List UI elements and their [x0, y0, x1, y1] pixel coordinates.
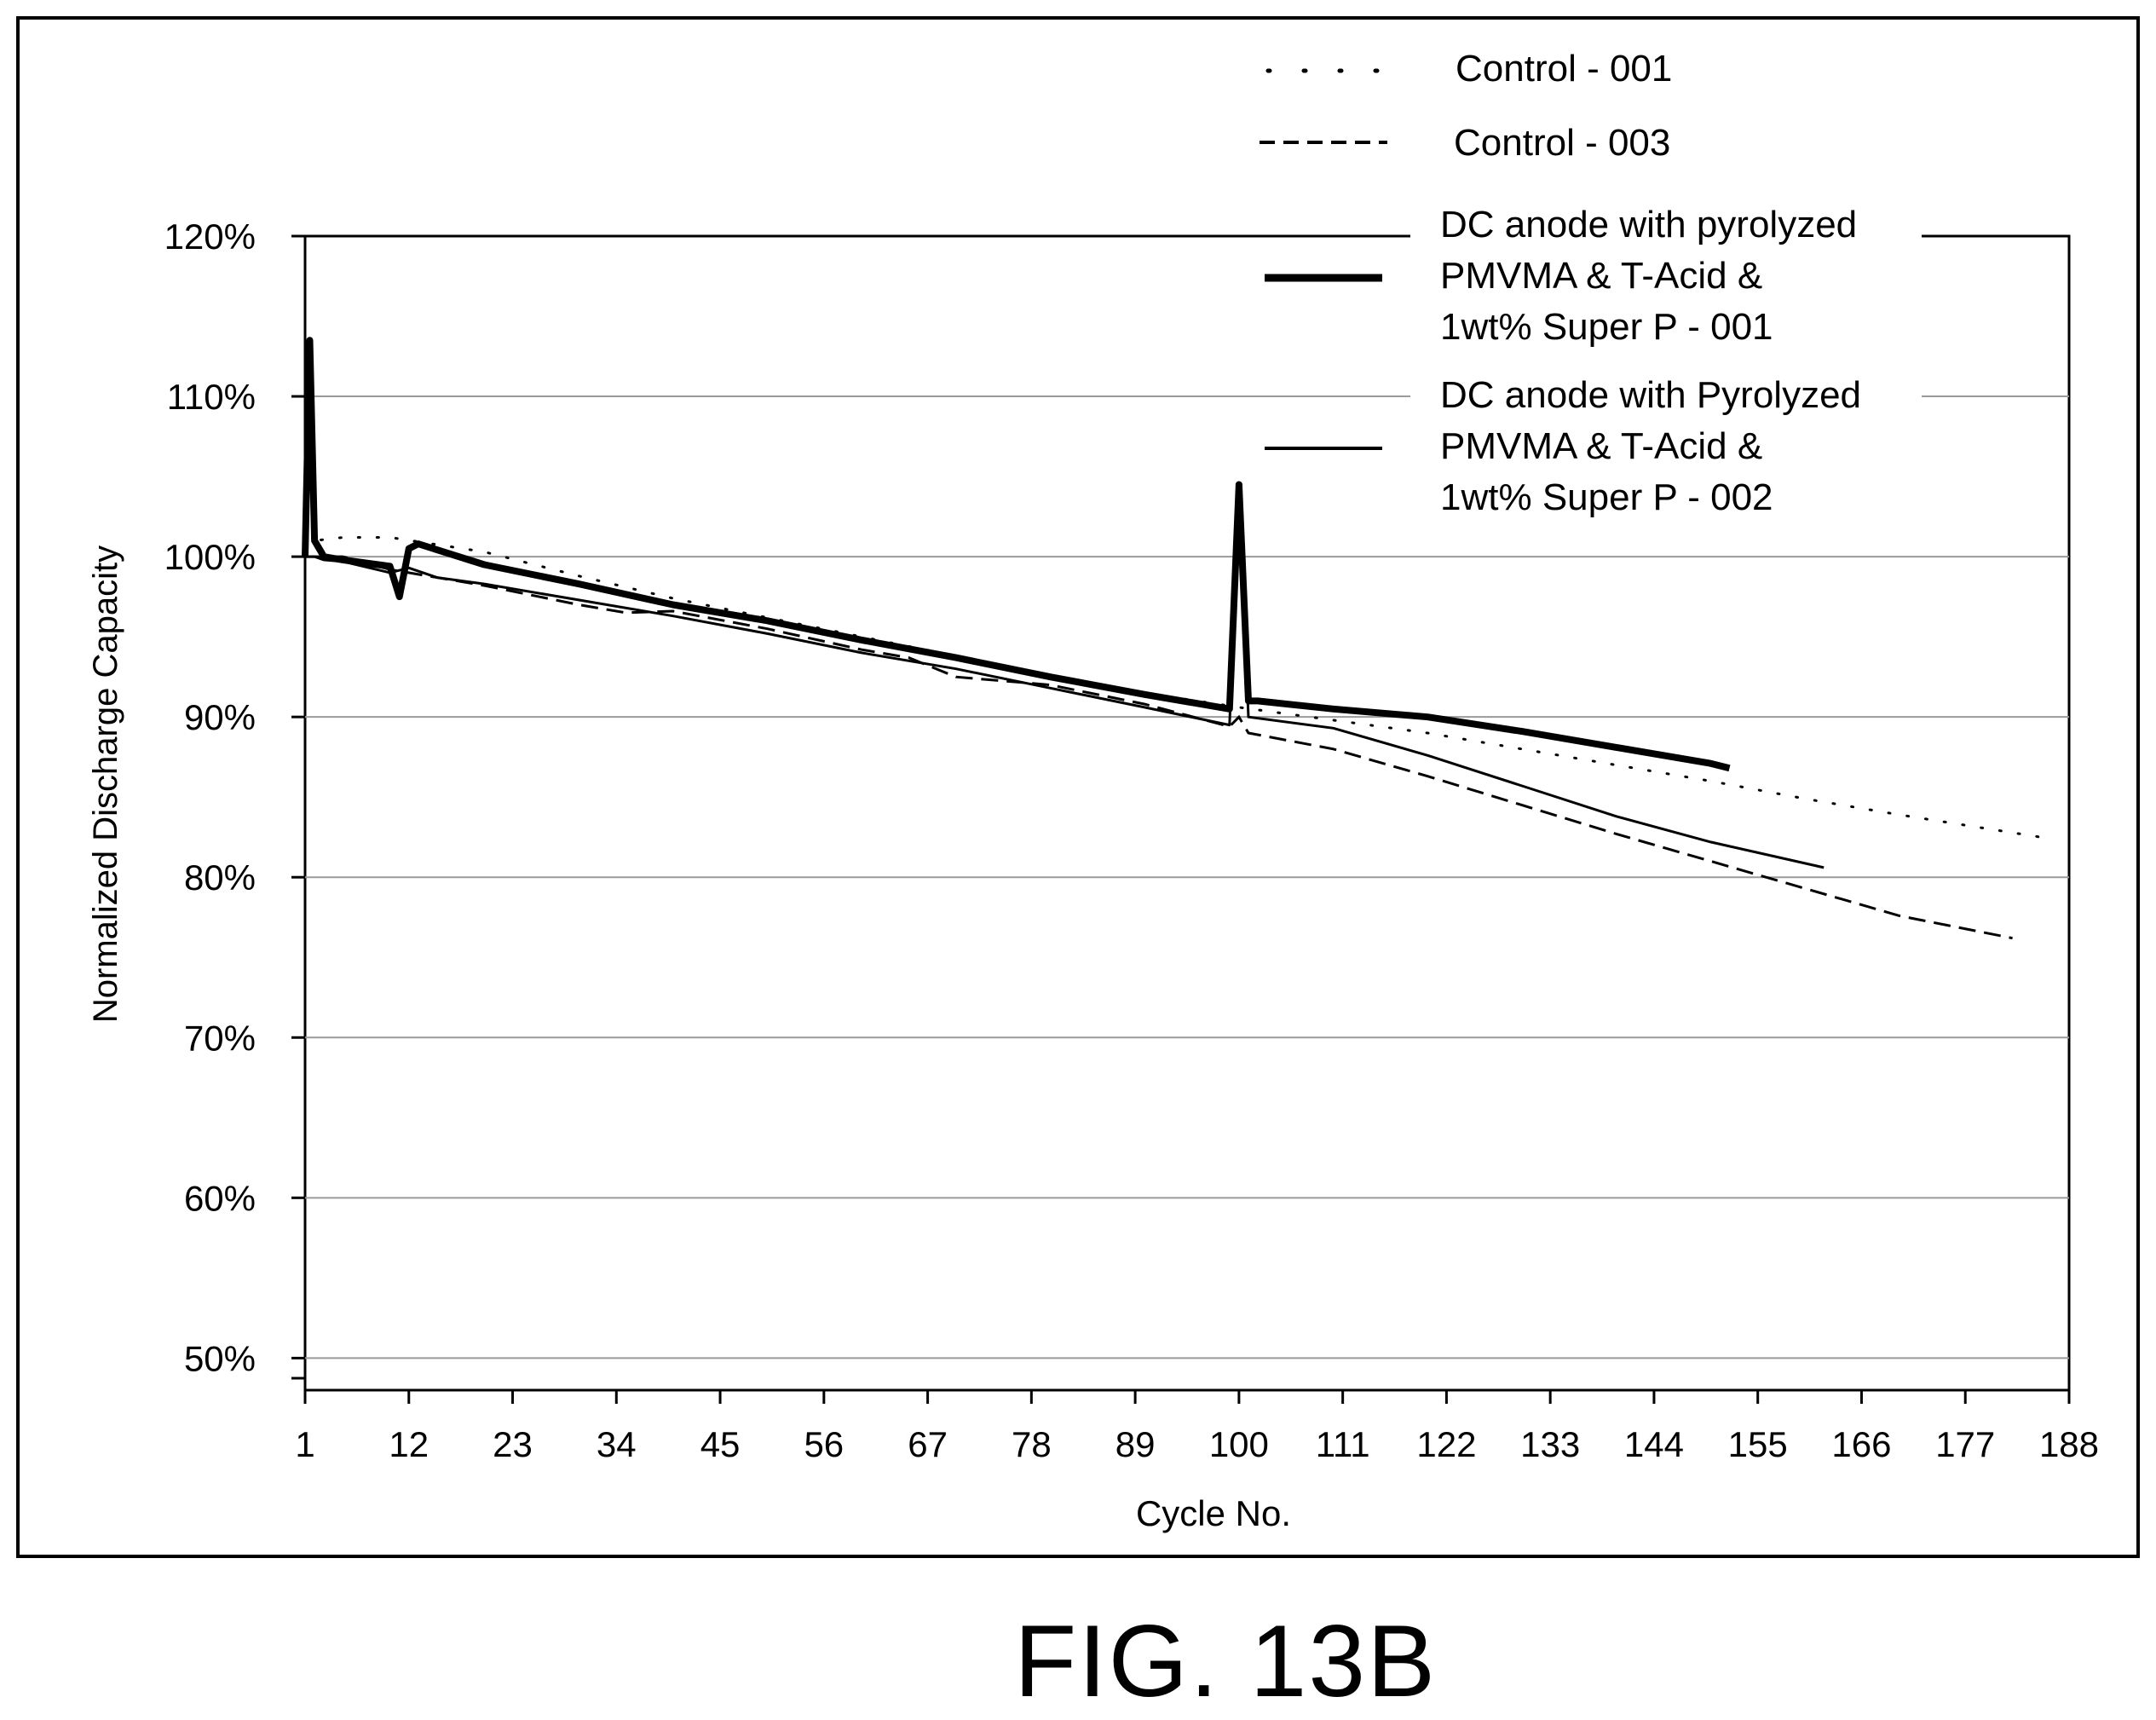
x-tick-label: 1	[295, 1424, 314, 1464]
y-tick-label: 100%	[164, 537, 256, 577]
x-axis: 1 12 23 34 45 56 67 78 89 100 111 122 133 144 155 166 17…	[295, 1390, 2099, 1464]
y-tick-label: 90%	[184, 697, 256, 737]
series-line-3	[302, 337, 1731, 772]
y-tick-label: 110%	[167, 377, 256, 417]
x-tick-label: 23	[493, 1424, 533, 1464]
x-axis-label: Cycle No.	[1136, 1493, 1291, 1533]
legend-label-pmvma-002: DC anode with Pyrolyzed PMVMA & T-Acid &…	[1440, 374, 1871, 518]
x-tick-label: 155	[1728, 1424, 1788, 1464]
y-tick-label: 60%	[184, 1178, 256, 1218]
x-tick-label: 100	[1209, 1424, 1269, 1464]
plot-area	[303, 234, 2071, 1392]
legend-label-pmvma-001: DC anode with pyrolyzed PMVMA & T-Acid &…	[1440, 204, 1867, 348]
legend-label-pmvma-001-line3: 1wt% Super P - 001	[1440, 306, 1773, 348]
x-tick-label: 34	[597, 1424, 637, 1464]
x-tick-label: 111	[1316, 1424, 1370, 1464]
x-tick-label: 89	[1115, 1424, 1156, 1464]
legend-background	[1410, 192, 1922, 533]
legend-label-control-003: Control - 003	[1454, 122, 1670, 164]
x-tick-label: 188	[2039, 1424, 2099, 1464]
y-tick-label: 80%	[184, 857, 256, 898]
y-tick-label: 120%	[164, 216, 256, 257]
y-tick-label: 50%	[184, 1338, 256, 1378]
x-tick-label: 56	[804, 1424, 844, 1464]
legend-label-pmvma-001-line2: PMVMA & T-Acid &	[1440, 255, 1762, 297]
x-tick-label: 67	[908, 1424, 948, 1464]
x-tick-label: 122	[1416, 1424, 1476, 1464]
x-tick-label: 12	[389, 1424, 429, 1464]
y-axis-label: Normalized Discharge Capacity	[87, 545, 124, 1023]
figure-caption: FIG. 13B	[1014, 1604, 1438, 1718]
legend: Control - 001 Control - 003 DC anode wit…	[1260, 48, 1922, 533]
series-layer	[302, 337, 2043, 940]
series-line-4	[305, 491, 1825, 869]
x-tick-label: 166	[1831, 1424, 1891, 1464]
legend-label-pmvma-002-line1: DC anode with Pyrolyzed	[1440, 374, 1861, 416]
legend-label-control-001: Control - 001	[1456, 48, 1672, 89]
y-tick-label: 70%	[184, 1018, 256, 1058]
series-line-2	[305, 555, 2013, 940]
chart-frame	[16, 16, 2140, 1558]
x-tick-label: 177	[1935, 1424, 1995, 1464]
legend-label-pmvma-002-line2: PMVMA & T-Acid &	[1440, 425, 1762, 467]
legend-label-pmvma-002-line3: 1wt% Super P - 002	[1440, 476, 1773, 518]
x-tick-label: 45	[700, 1424, 741, 1464]
legend-label-pmvma-001-line1: DC anode with pyrolyzed	[1440, 204, 1857, 245]
x-tick-label: 78	[1012, 1424, 1052, 1464]
gridlines	[305, 395, 2069, 1359]
x-tick-label: 133	[1520, 1424, 1580, 1464]
x-tick-label: 144	[1624, 1424, 1684, 1464]
y-axis: 120% 110% 100% 90% 80% 70% 60% 50%	[164, 216, 305, 1380]
